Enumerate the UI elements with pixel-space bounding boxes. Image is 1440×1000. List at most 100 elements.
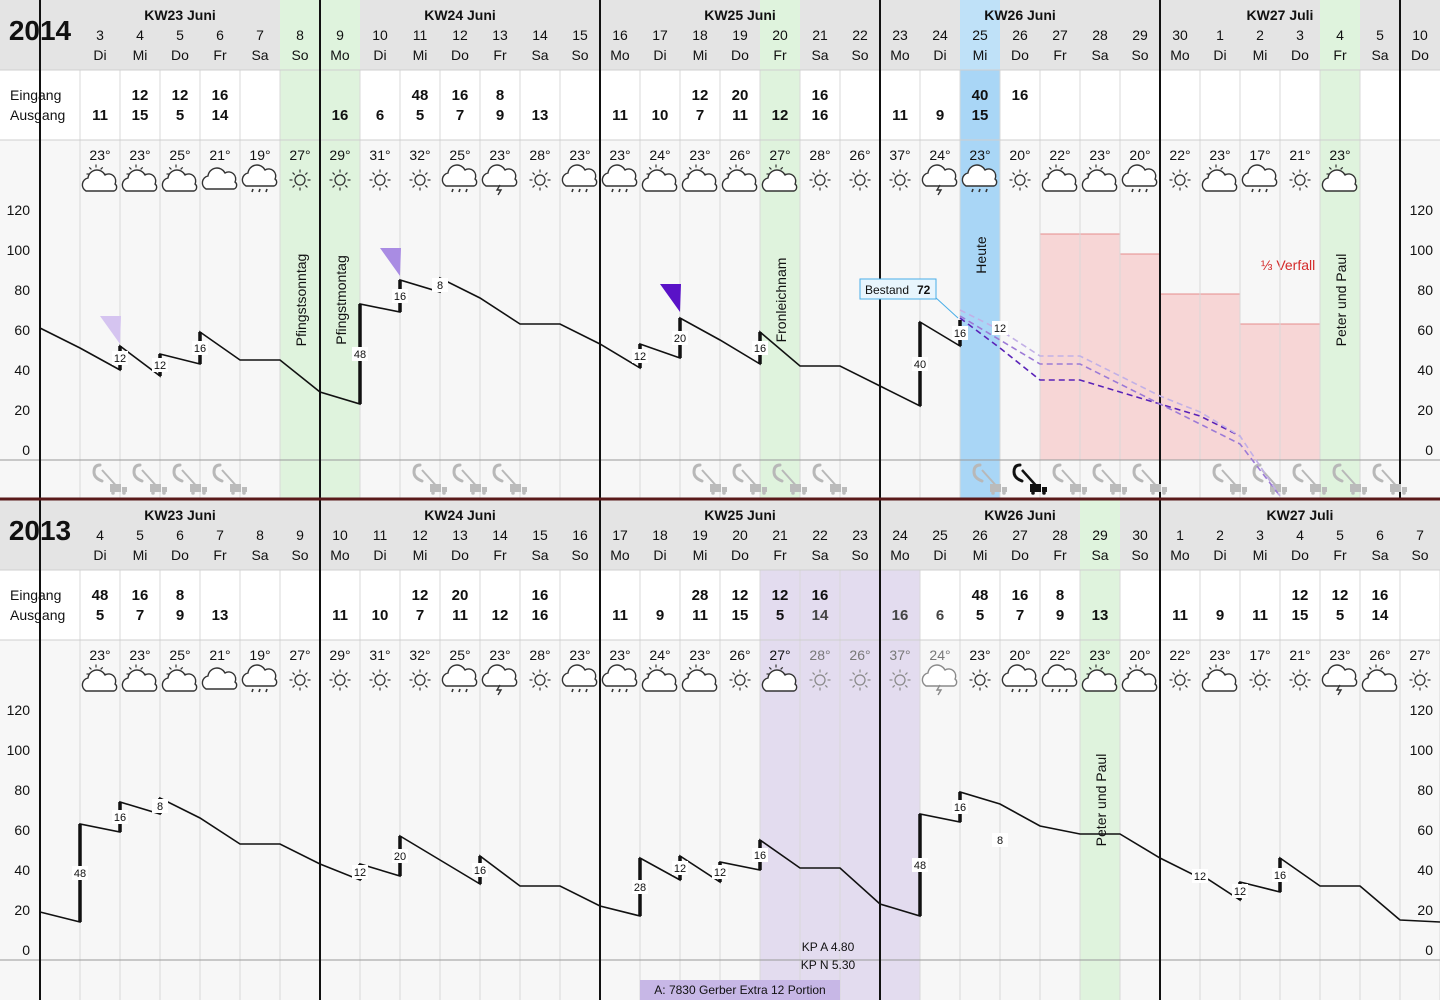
holiday-label: Peter und Paul — [1093, 754, 1109, 847]
truck-wheel — [1362, 491, 1366, 495]
sun-ray — [852, 172, 856, 176]
sun-ray — [780, 166, 784, 170]
sun-ray — [1100, 666, 1104, 670]
truck-box — [430, 484, 441, 492]
day-weekday: Mi — [413, 547, 428, 563]
truck-cab — [482, 487, 487, 492]
truck-box — [230, 484, 241, 492]
sun-disc — [414, 674, 426, 686]
temperature-value: 19° — [249, 147, 270, 163]
ausgang-value: 15 — [732, 607, 749, 624]
sun-ray — [700, 666, 704, 670]
day-number: 29 — [1092, 527, 1108, 543]
sun-ray — [100, 166, 104, 170]
ausgang-value: 15 — [132, 107, 149, 124]
sun-ray — [852, 672, 856, 676]
verfall-area — [1120, 254, 1160, 460]
sun-ray — [1292, 684, 1296, 688]
rain-drop — [451, 188, 454, 193]
truck-wheel — [711, 491, 715, 495]
inflow-label-bg — [712, 865, 728, 879]
day-weekday: Sa — [251, 547, 268, 563]
day-weekday: Di — [653, 47, 666, 63]
sun-ray — [1184, 672, 1188, 676]
sun-ray — [892, 172, 896, 176]
promo-price-a: KP A 4.80 — [802, 940, 855, 954]
cloud-shape — [1121, 164, 1158, 187]
sun-ray — [372, 684, 376, 688]
sun-ray — [384, 672, 388, 676]
temperature-value: 21° — [1289, 647, 1310, 663]
phone-icon — [212, 463, 224, 483]
day-number: 5 — [176, 27, 184, 43]
ausgang-value: 11 — [612, 607, 628, 624]
sun-disc — [814, 674, 826, 686]
sun-disc — [1294, 674, 1306, 686]
inflow-label: 12 — [154, 360, 166, 372]
ausgang-value: 14 — [1372, 607, 1389, 624]
inflow-label: 16 — [1274, 870, 1286, 882]
temperature-value: 24° — [649, 147, 670, 163]
day-number: 5 — [1376, 27, 1384, 43]
y-axis-tick-right: 80 — [1417, 782, 1433, 798]
y-axis-tick-left: 120 — [7, 702, 31, 718]
sun-ray — [1412, 672, 1416, 676]
truck-box — [150, 484, 161, 492]
eingang-value: 16 — [452, 87, 469, 104]
temperature-value: 25° — [449, 147, 470, 163]
truck-wheel — [1122, 491, 1126, 495]
phone-icon — [132, 463, 144, 483]
day-number: 8 — [256, 527, 264, 543]
inflow-label-bg — [352, 865, 368, 879]
rain-drop — [465, 688, 468, 693]
truck-cab — [762, 487, 767, 492]
rain-icon — [561, 664, 598, 693]
sun-ray — [660, 166, 664, 170]
rain-drop — [1258, 188, 1261, 193]
truck-wheel — [202, 491, 206, 495]
calendar-header-bg — [0, 500, 1440, 570]
inflow-label-bg — [672, 861, 688, 875]
cloud-shape — [161, 669, 198, 692]
holiday-band — [760, 0, 800, 500]
sun-ray — [1368, 666, 1372, 670]
day-number: 22 — [852, 27, 868, 43]
cloud-shape — [921, 164, 958, 187]
temperature-value: 26° — [849, 147, 870, 163]
sun-icon — [369, 669, 391, 691]
day-number: 7 — [1416, 527, 1424, 543]
inflow-label-bg — [72, 866, 88, 880]
ausgang-value: 7 — [696, 107, 704, 124]
sun-ray — [180, 166, 184, 170]
inflow-label: 16 — [954, 802, 966, 814]
pcloud-icon — [1201, 164, 1238, 192]
sun-ray — [412, 172, 416, 176]
sun-icon — [1009, 169, 1031, 191]
rain-icon — [1001, 664, 1038, 693]
inflow-label: 16 — [754, 850, 766, 862]
truck-box — [1030, 484, 1041, 492]
day-weekday: Di — [933, 47, 946, 63]
cloud-shape — [721, 169, 758, 192]
temperature-value: 23° — [1329, 147, 1350, 163]
day-weekday: Fr — [213, 547, 227, 563]
sun-ray — [304, 172, 308, 176]
sun-ray — [864, 172, 868, 176]
sun-ray — [344, 184, 348, 188]
day-weekday: Fr — [493, 47, 507, 63]
ausgang-value: 13 — [1092, 607, 1109, 624]
day-number: 14 — [492, 527, 508, 543]
sun-ray — [372, 172, 376, 176]
forecast-line — [959, 317, 1241, 437]
rain-icon — [441, 664, 478, 693]
day-number: 11 — [413, 27, 428, 43]
inflow-label: 48 — [354, 349, 366, 361]
cloud-shape — [561, 664, 598, 687]
sun-ray — [532, 172, 536, 176]
truck-wheel — [831, 491, 835, 495]
verfall-label: ⅓ Verfall — [1261, 257, 1315, 273]
holiday-label: Pfingstsonntag — [293, 254, 309, 347]
phone-icon — [812, 463, 824, 483]
sun-disc — [374, 174, 386, 186]
